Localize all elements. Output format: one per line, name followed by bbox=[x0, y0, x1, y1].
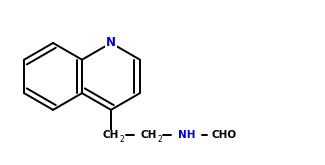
Text: 2: 2 bbox=[157, 135, 162, 144]
Text: CHO: CHO bbox=[212, 130, 237, 140]
Text: 2: 2 bbox=[120, 135, 124, 144]
Text: CH: CH bbox=[140, 130, 157, 140]
Text: CH: CH bbox=[103, 130, 119, 140]
Text: NH: NH bbox=[178, 130, 195, 140]
Text: N: N bbox=[106, 36, 116, 50]
